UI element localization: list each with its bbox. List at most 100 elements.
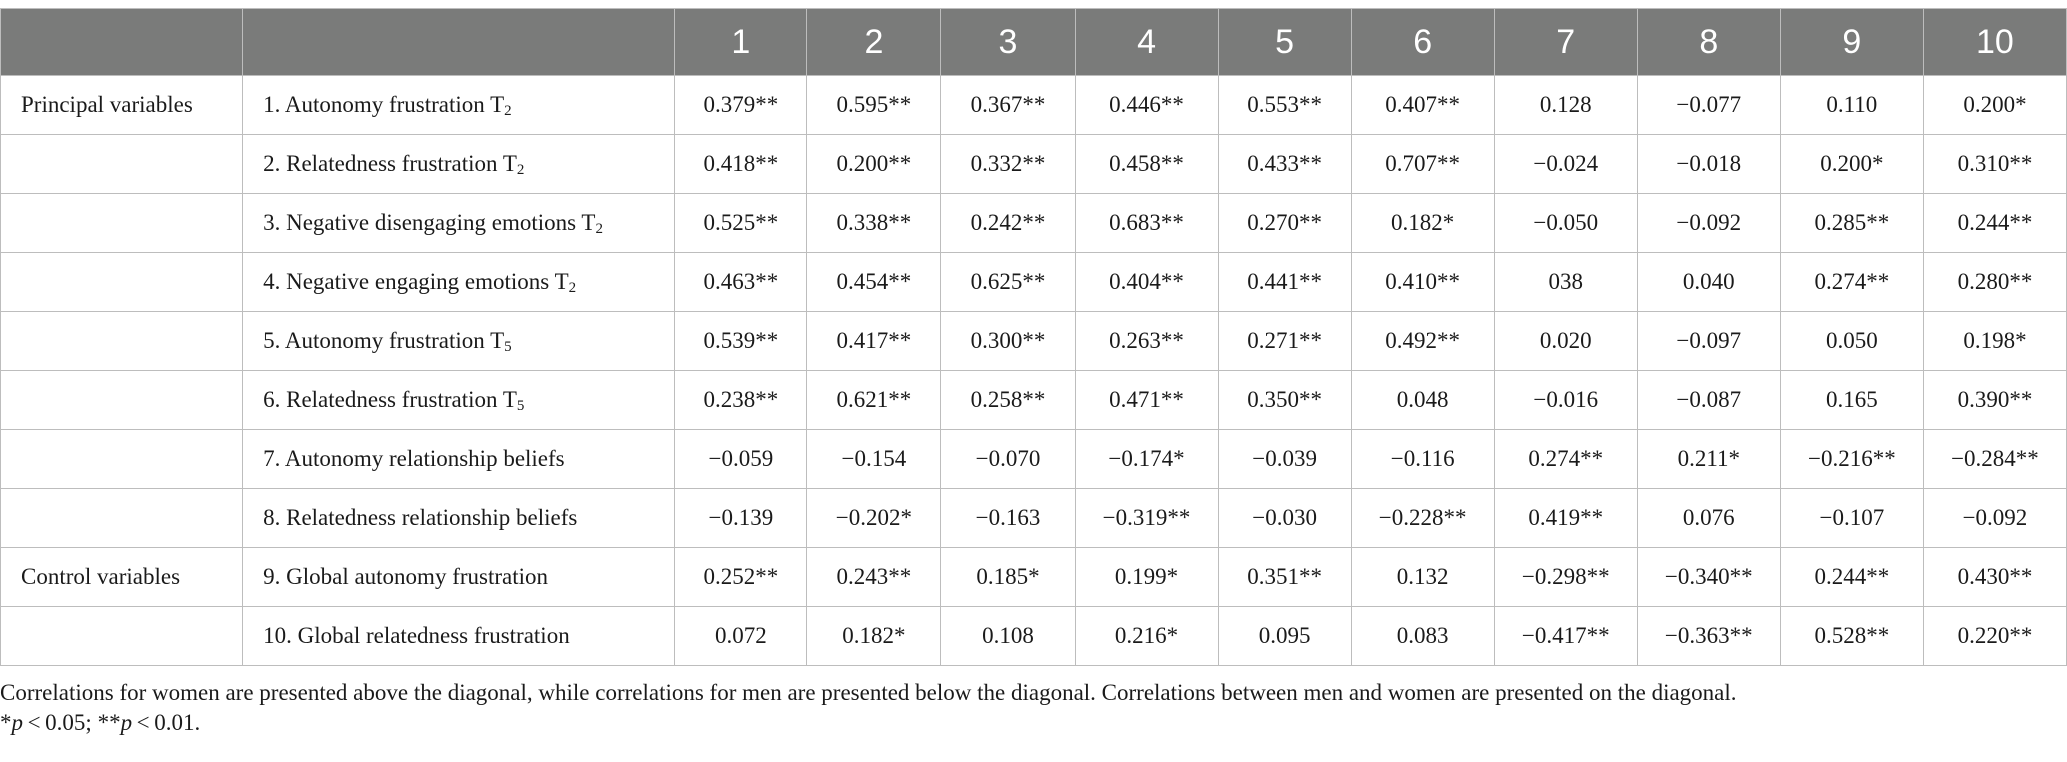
header-col-3: 3 [940,8,1076,76]
correlation-cell: 0.390** [1922,370,2067,430]
group-label-cell [0,193,244,253]
correlation-cell: 0.198* [1922,311,2067,371]
correlation-cell: −0.163 [940,488,1076,548]
header-col-2: 2 [806,8,942,76]
correlation-cell: 0.108 [940,606,1076,666]
variable-name: 4. Negative engaging emotions T [263,269,569,294]
table-row: 7. Autonomy relationship beliefs −0.059 −0… [0,429,2067,489]
time-subscript: 2 [568,280,577,296]
correlation-cell: 0.463** [674,252,808,312]
variable-name: 3. Negative disengaging emotions T [263,210,596,235]
correlation-cell: 0.621** [806,370,942,430]
footnote-p-symbol: p [11,710,24,735]
footnote-threshold-2: < 0.01. [132,710,201,735]
correlation-cell: 0.419** [1493,488,1638,548]
correlation-cell: 0.417** [806,311,942,371]
correlation-cell: 0.165 [1779,370,1924,430]
correlation-cell: −0.018 [1636,134,1781,194]
correlation-cell: 0.220** [1922,606,2067,666]
correlation-cell: 0.285** [1779,193,1924,253]
correlation-cell: −0.092 [1636,193,1781,253]
correlation-cell: 0.310** [1922,134,2067,194]
group-label-cell [0,370,244,430]
group-label-cell [0,606,244,666]
correlation-cell: 0.258** [940,370,1076,430]
table-row: 3. Negative disengaging emotions T2 0.525… [0,193,2067,253]
correlation-cell: −0.070 [940,429,1076,489]
correlation-cell: 0.185* [940,547,1076,607]
table-row: 10. Global relatedness frustration 0.072 0… [0,606,2067,666]
correlation-cell: 0.211* [1636,429,1781,489]
correlation-cell: −0.174* [1074,429,1219,489]
correlation-cell: 0.083 [1350,606,1495,666]
variable-name: 8. Relatedness relationship beliefs [263,505,578,530]
correlation-table: 1 2 3 4 5 6 7 8 9 10 Principal variables 1. Autono… [0,8,2067,666]
correlation-cell: 0.280** [1922,252,2067,312]
group-label-cell [0,252,244,312]
variable-name-cell: 10. Global relatedness frustration [242,606,676,666]
correlation-cell: −0.050 [1493,193,1638,253]
variable-name-cell: 2. Relatedness frustration T2 [242,134,676,194]
table-row: Control variables 9. Global autonomy frus… [0,547,2067,607]
correlation-cell: 0.200* [1922,75,2067,135]
variable-name: 2. Relatedness frustration T [263,151,517,176]
correlation-cell: 0.492** [1350,311,1495,371]
header-col-4: 4 [1074,8,1219,76]
correlation-cell: −0.030 [1217,488,1352,548]
header-row: 1 2 3 4 5 6 7 8 9 10 [0,8,2067,76]
variable-name-cell: 6. Relatedness frustration T5 [242,370,676,430]
header-col-5: 5 [1217,8,1352,76]
correlation-cell: 0.418** [674,134,808,194]
correlation-cell: 0.216* [1074,606,1219,666]
correlation-cell: −0.077 [1636,75,1781,135]
footnote-line-2: *p < 0.05; **p < 0.01. [0,708,2067,738]
correlation-cell: 0.528** [1779,606,1924,666]
header-col-8: 8 [1636,8,1781,76]
correlation-cell: −0.087 [1636,370,1781,430]
correlation-cell: 0.128 [1493,75,1638,135]
correlation-cell: 0.525** [674,193,808,253]
correlation-cell: 0.274** [1779,252,1924,312]
correlation-cell: 0.182* [806,606,942,666]
header-col-7: 7 [1493,8,1638,76]
correlation-cell: 0.446** [1074,75,1219,135]
correlation-cell: 0.199* [1074,547,1219,607]
correlation-cell: 0.441** [1217,252,1352,312]
correlation-cell: 0.454** [806,252,942,312]
footnote-star: * [0,710,12,735]
correlation-cell: 0.683** [1074,193,1219,253]
variable-name-cell: 3. Negative disengaging emotions T2 [242,193,676,253]
correlation-cell: 0.595** [806,75,942,135]
correlation-cell: −0.298** [1493,547,1638,607]
correlation-cell: 038 [1493,252,1638,312]
header-blank-cell [0,8,244,76]
correlation-cell: −0.092 [1922,488,2067,548]
group-label-cell [0,429,244,489]
correlation-cell: 0.072 [674,606,808,666]
variable-name: 5. Autonomy frustration T [263,328,505,353]
correlation-cell: 0.707** [1350,134,1495,194]
correlation-cell: −0.039 [1217,429,1352,489]
variable-name-cell: 8. Relatedness relationship beliefs [242,488,676,548]
footnote-line-1: Correlations for women are presented abo… [0,680,1737,705]
time-subscript: 5 [516,398,525,414]
correlation-cell: 0.238** [674,370,808,430]
table-row: 6. Relatedness frustration T5 0.238** 0.62… [0,370,2067,430]
correlation-cell: 0.076 [1636,488,1781,548]
correlation-cell: 0.367** [940,75,1076,135]
table-row: 5. Autonomy frustration T5 0.539** 0.417**… [0,311,2067,371]
variable-name: 9. Global autonomy frustration [263,564,549,589]
correlation-cell: −0.216** [1779,429,1924,489]
correlation-cell: 0.458** [1074,134,1219,194]
table-row: 2. Relatedness frustration T2 0.418** 0.20… [0,134,2067,194]
header-col-1: 1 [674,8,808,76]
correlation-cell: −0.116 [1350,429,1495,489]
variable-name: 1. Autonomy frustration T [263,92,505,117]
correlation-cell: 0.110 [1779,75,1924,135]
correlation-cell: −0.340** [1636,547,1781,607]
group-label-cell [0,134,244,194]
correlation-cell: 0.300** [940,311,1076,371]
correlation-cell: 0.132 [1350,547,1495,607]
correlation-cell: 0.048 [1350,370,1495,430]
